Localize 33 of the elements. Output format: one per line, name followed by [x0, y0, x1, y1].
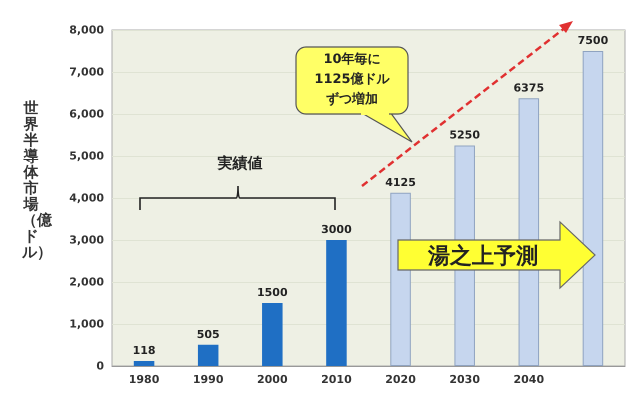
data-label: 7500: [578, 34, 609, 47]
data-label: 1500: [257, 286, 288, 299]
y-tick-label: 1,000: [69, 318, 104, 330]
x-tick-label: 2000: [257, 373, 288, 386]
bar: [134, 361, 154, 366]
bar: [262, 303, 283, 366]
data-label: 118: [132, 344, 156, 358]
annotation: 10年毎に1125億ドルずつ増加: [313, 51, 391, 109]
bar: [198, 344, 218, 366]
y-tick-label: 0: [96, 360, 104, 372]
y-tick-label: 4,000: [69, 192, 104, 204]
data-label: 3000: [321, 223, 352, 236]
x-tick-label: 1980: [128, 373, 160, 386]
y-tick-label: 7,000: [69, 66, 104, 78]
data-label: 505: [196, 328, 220, 341]
data-label: 4125: [385, 176, 416, 189]
y-tick-label: 6,000: [69, 108, 104, 120]
x-tick-label: 2010: [321, 373, 352, 386]
annotation: 実績値: [216, 154, 264, 173]
y-tick-label: 2,000: [69, 276, 104, 288]
x-tick-label: 1990: [192, 373, 224, 386]
bar: [582, 51, 604, 366]
annotation: 湯之上予測: [426, 242, 539, 271]
y-tick-label: 8,000: [69, 24, 104, 36]
x-tick-label: 2020: [385, 373, 416, 386]
y-tick-label: 5,000: [69, 150, 104, 162]
y-tick-label: 3,000: [69, 234, 104, 246]
x-tick-label: 2040: [514, 373, 544, 386]
x-tick-label: 2030: [449, 373, 480, 386]
data-label: 6375: [514, 81, 544, 94]
text: 世界半導体市場（億ドル）: [22, 99, 52, 261]
bar: [326, 240, 347, 366]
data-label: 5250: [449, 128, 480, 142]
